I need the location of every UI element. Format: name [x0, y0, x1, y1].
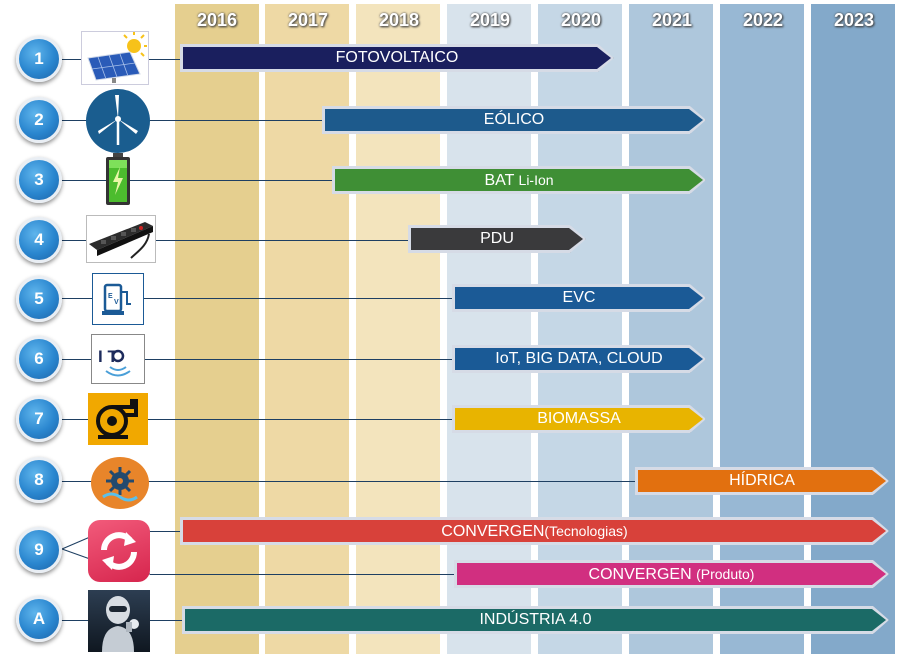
connector-line-5 — [60, 298, 452, 299]
bar-iot: IoT, BIG DATA, CLOUD — [452, 345, 706, 373]
iot-icon: I T — [91, 334, 145, 384]
solar-panel-icon — [81, 31, 149, 85]
wind-turbine-icon — [86, 89, 150, 153]
bar-bat-label-2: Li-Ion — [518, 172, 554, 188]
bar-industria-4-0-label: INDÚSTRIA 4.0 — [479, 611, 592, 628]
water-turbine-icon — [91, 457, 149, 509]
robot-icon — [88, 590, 150, 652]
bar-convergen-produto-label-2: (Produto) — [696, 566, 755, 582]
connector-line-7 — [60, 419, 452, 420]
pdu-strip-icon — [86, 215, 156, 263]
year-column-2018 — [356, 4, 440, 654]
connector-line-6 — [60, 359, 452, 360]
year-label-2023: 2023 — [833, 10, 875, 30]
ev-charger-icon: E V — [92, 273, 144, 325]
connector-line-8 — [60, 481, 635, 482]
row-number-4: 4 — [16, 217, 62, 263]
bar-pdu: PDU — [408, 225, 586, 253]
row-number-9: 9 — [16, 527, 62, 573]
convergence-refresh-icon — [88, 520, 150, 582]
row-number-3: 3 — [16, 157, 62, 203]
year-column-2020 — [538, 4, 622, 654]
year-label-2017: 2017 — [287, 10, 329, 30]
year-label-2020: 2020 — [560, 10, 602, 30]
bar-fotovoltaico-label: FOTOVOLTAICO — [335, 49, 459, 66]
bar-convergen-tecnologias-label: CONVERGEN — [441, 523, 545, 540]
bar-convergen-tecnologias: CONVERGEN(Tecnologias) — [180, 517, 889, 545]
bar-industria-4-0: INDÚSTRIA 4.0 — [182, 606, 889, 634]
bar-convergen-tecnologias-label-2: (Tecnologias) — [544, 523, 628, 539]
year-column-2019 — [447, 4, 531, 654]
bar-evc-label: EVC — [562, 289, 596, 306]
year-column-2017 — [265, 4, 349, 654]
bar-bat: BAT Li-Ion — [332, 166, 706, 194]
bar-hidrica: HÍDRICA — [635, 467, 889, 495]
connector-line-3 — [60, 180, 332, 181]
year-column-2023 — [811, 4, 895, 654]
bar-eolico: EÓLICO — [322, 106, 706, 134]
row-number-1: 1 — [16, 36, 62, 82]
year-label-2018: 2018 — [378, 10, 420, 30]
iot-icon-text: I T — [98, 347, 118, 366]
year-column-2016 — [175, 4, 259, 654]
bar-biomassa-label: BIOMASSA — [537, 410, 621, 427]
battery-icon — [104, 153, 132, 207]
year-label-2022: 2022 — [742, 10, 784, 30]
bar-convergen-produto-label: CONVERGEN — [588, 566, 692, 583]
boiler-icon — [88, 393, 148, 445]
bar-pdu-label: PDU — [480, 230, 514, 247]
year-label-2019: 2019 — [469, 10, 511, 30]
svg-text:V: V — [114, 299, 119, 306]
row-number-8: 8 — [16, 457, 62, 503]
connector-line-9a — [150, 531, 180, 532]
connector-line-2 — [60, 120, 322, 121]
row-number-5: 5 — [16, 276, 62, 322]
bar-bat-label: BAT — [484, 172, 515, 189]
connector-line-9b — [150, 574, 454, 575]
year-label-2016: 2016 — [196, 10, 238, 30]
row-number-7: 7 — [16, 396, 62, 442]
connector-line-4 — [60, 240, 408, 241]
bar-convergen-produto: CONVERGEN (Produto) — [454, 560, 889, 588]
bar-biomassa: BIOMASSA — [452, 405, 706, 433]
bar-hidrica-label: HÍDRICA — [729, 472, 795, 489]
bar-evc: EVC — [452, 284, 706, 312]
bar-iot-label: IoT, BIG DATA, CLOUD — [495, 350, 663, 367]
row-number-A: A — [16, 596, 62, 642]
row-number-6: 6 — [16, 336, 62, 382]
bar-fotovoltaico: FOTOVOLTAICO — [180, 44, 614, 72]
bar-eolico-label: EÓLICO — [483, 111, 545, 128]
year-column-2021 — [629, 4, 713, 654]
year-column-2022 — [720, 4, 804, 654]
row-number-2: 2 — [16, 97, 62, 143]
svg-text:E: E — [108, 293, 113, 300]
year-label-2021: 2021 — [651, 10, 693, 30]
